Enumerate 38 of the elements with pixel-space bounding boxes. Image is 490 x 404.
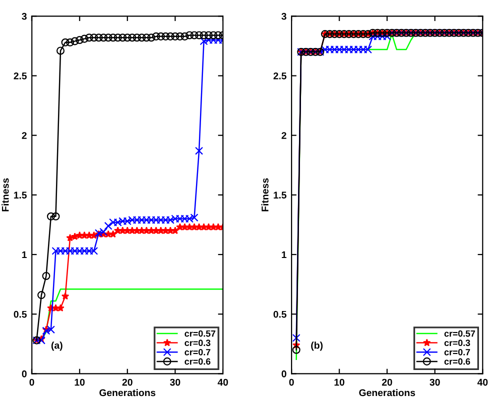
y-tick-label: 3 (282, 12, 286, 20)
y-tick-label: 0 (282, 370, 286, 378)
y-tick-label: 1 (282, 251, 286, 258)
legend-label: cr=0.3 (444, 340, 470, 346)
x-axis-title: Generations (359, 389, 416, 396)
legend-label: cr=0.3 (184, 340, 210, 346)
legend-label: cr=0.6 (444, 358, 470, 365)
y-tick-label: 0.5 (14, 310, 27, 318)
y-tick-label: 2.5 (14, 72, 27, 80)
y-tick-label: 3 (22, 12, 27, 20)
y-tick-label: 1 (22, 251, 27, 258)
y-tick-label: 2 (282, 132, 286, 139)
y-tick-label: 2 (22, 132, 27, 139)
y-tick-label: 2.5 (274, 72, 286, 80)
x-tick-label: 30 (170, 378, 180, 386)
x-tick-label: 40 (218, 378, 228, 386)
y-tick-label: 0.5 (274, 310, 286, 318)
legend-label: cr=0.7 (184, 348, 210, 356)
y-axis-title: Fitness (261, 178, 268, 212)
y-tick-label: 1.5 (274, 192, 286, 199)
y-tick-label: 1.5 (14, 192, 27, 199)
x-tick-label: 40 (477, 378, 488, 386)
y-tick-label: 0 (22, 370, 27, 378)
legend-label: cr=0.7 (444, 348, 470, 356)
x-tick-label: 10 (74, 378, 85, 386)
x-tick-label: 20 (382, 378, 392, 386)
legend-label: cr=0.6 (184, 358, 210, 365)
x-axis-title: Generations (99, 389, 156, 396)
y-axis-title: Fitness (2, 178, 9, 212)
x-tick-label: 20 (122, 378, 132, 386)
x-tick-label: 0 (30, 378, 34, 386)
annotation: (b) (311, 342, 323, 351)
legend-label: cr=0.57 (184, 330, 216, 337)
x-tick-label: 30 (430, 378, 440, 386)
x-tick-label: 10 (334, 378, 344, 386)
x-tick-label: 0 (289, 378, 294, 386)
legend-label: cr=0.57 (444, 330, 476, 337)
annotation: (a) (51, 342, 62, 351)
